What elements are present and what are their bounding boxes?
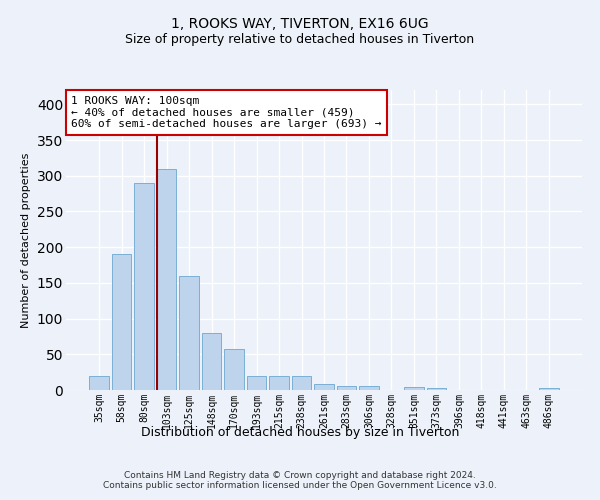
Bar [112, 254, 131, 390]
Bar [202, 333, 221, 390]
Bar [314, 384, 334, 390]
Bar [134, 183, 154, 390]
Bar [292, 376, 311, 390]
Bar [359, 386, 379, 390]
Text: 1, ROOKS WAY, TIVERTON, EX16 6UG: 1, ROOKS WAY, TIVERTON, EX16 6UG [171, 18, 429, 32]
Bar [404, 387, 424, 390]
Y-axis label: Number of detached properties: Number of detached properties [21, 152, 31, 328]
Bar [89, 376, 109, 390]
Text: Distribution of detached houses by size in Tiverton: Distribution of detached houses by size … [141, 426, 459, 439]
Bar [224, 350, 244, 390]
Text: Size of property relative to detached houses in Tiverton: Size of property relative to detached ho… [125, 32, 475, 46]
Bar [179, 276, 199, 390]
Bar [247, 376, 266, 390]
Bar [337, 386, 356, 390]
Bar [427, 388, 446, 390]
Bar [269, 376, 289, 390]
Text: Contains HM Land Registry data © Crown copyright and database right 2024.
Contai: Contains HM Land Registry data © Crown c… [103, 470, 497, 490]
Bar [157, 168, 176, 390]
Bar [539, 388, 559, 390]
Text: 1 ROOKS WAY: 100sqm
← 40% of detached houses are smaller (459)
60% of semi-detac: 1 ROOKS WAY: 100sqm ← 40% of detached ho… [71, 96, 382, 129]
